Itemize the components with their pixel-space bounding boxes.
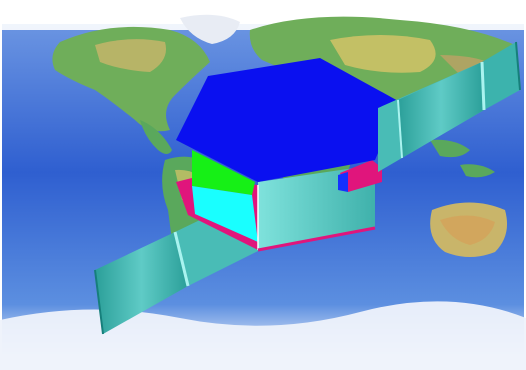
arctic-fade [0, 0, 526, 30]
central-america [140, 120, 172, 154]
antarctica [0, 301, 526, 370]
right-solar-panel [378, 41, 521, 172]
satellite [94, 41, 521, 335]
satellite-body [176, 150, 382, 252]
southeast-asia [430, 139, 470, 158]
north-america [52, 26, 210, 132]
hexagon-top [176, 58, 400, 182]
greenland [180, 14, 240, 45]
